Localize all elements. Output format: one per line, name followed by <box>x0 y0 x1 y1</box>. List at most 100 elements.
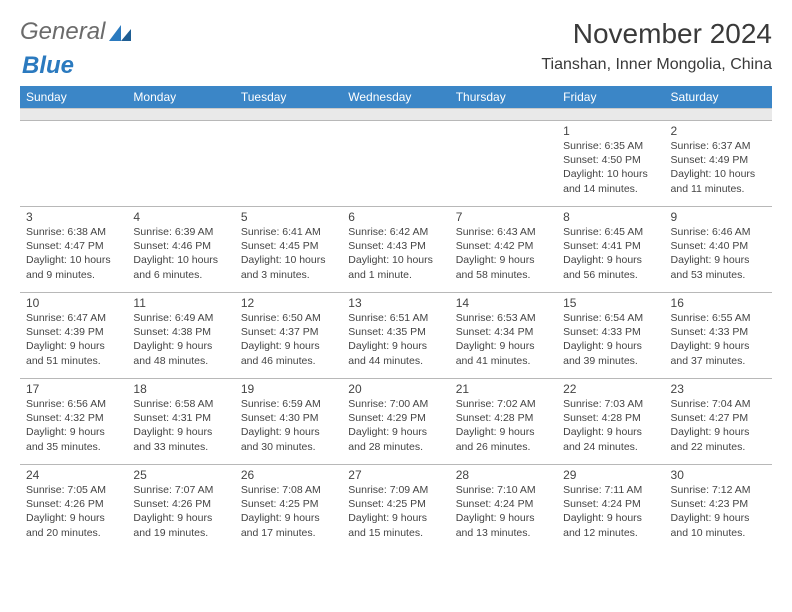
calendar-header-row: Sunday Monday Tuesday Wednesday Thursday… <box>20 86 772 109</box>
calendar-day-cell <box>127 121 234 207</box>
day-daylight: Daylight: 10 hours and 3 minutes. <box>241 253 336 281</box>
calendar-day-cell: 25Sunrise: 7:07 AMSunset: 4:26 PMDayligh… <box>127 465 234 551</box>
day-sunset: Sunset: 4:30 PM <box>241 411 336 425</box>
day-number: 1 <box>563 124 658 138</box>
calendar-day-cell: 26Sunrise: 7:08 AMSunset: 4:25 PMDayligh… <box>235 465 342 551</box>
calendar-day-cell: 11Sunrise: 6:49 AMSunset: 4:38 PMDayligh… <box>127 293 234 379</box>
calendar-week-row: 10Sunrise: 6:47 AMSunset: 4:39 PMDayligh… <box>20 293 772 379</box>
day-number: 29 <box>563 468 658 482</box>
day-header: Monday <box>127 86 234 109</box>
calendar-day-cell: 7Sunrise: 6:43 AMSunset: 4:42 PMDaylight… <box>450 207 557 293</box>
day-sunset: Sunset: 4:28 PM <box>456 411 551 425</box>
day-sunrise: Sunrise: 6:59 AM <box>241 397 336 411</box>
day-sunrise: Sunrise: 6:51 AM <box>348 311 443 325</box>
day-number: 25 <box>133 468 228 482</box>
day-sunset: Sunset: 4:27 PM <box>671 411 766 425</box>
day-info: Sunrise: 7:05 AMSunset: 4:26 PMDaylight:… <box>26 483 121 540</box>
day-info: Sunrise: 7:00 AMSunset: 4:29 PMDaylight:… <box>348 397 443 454</box>
day-daylight: Daylight: 9 hours and 35 minutes. <box>26 425 121 453</box>
day-sunrise: Sunrise: 7:09 AM <box>348 483 443 497</box>
day-daylight: Daylight: 9 hours and 41 minutes. <box>456 339 551 367</box>
day-sunset: Sunset: 4:37 PM <box>241 325 336 339</box>
day-sunset: Sunset: 4:47 PM <box>26 239 121 253</box>
day-daylight: Daylight: 9 hours and 19 minutes. <box>133 511 228 539</box>
day-daylight: Daylight: 9 hours and 10 minutes. <box>671 511 766 539</box>
day-sunrise: Sunrise: 6:42 AM <box>348 225 443 239</box>
day-info: Sunrise: 7:02 AMSunset: 4:28 PMDaylight:… <box>456 397 551 454</box>
calendar-day-cell: 5Sunrise: 6:41 AMSunset: 4:45 PMDaylight… <box>235 207 342 293</box>
day-sunset: Sunset: 4:45 PM <box>241 239 336 253</box>
day-sunrise: Sunrise: 6:39 AM <box>133 225 228 239</box>
day-sunrise: Sunrise: 6:49 AM <box>133 311 228 325</box>
day-number: 24 <box>26 468 121 482</box>
day-sunrise: Sunrise: 6:54 AM <box>563 311 658 325</box>
day-sunset: Sunset: 4:38 PM <box>133 325 228 339</box>
day-info: Sunrise: 7:09 AMSunset: 4:25 PMDaylight:… <box>348 483 443 540</box>
calendar-week-row: 24Sunrise: 7:05 AMSunset: 4:26 PMDayligh… <box>20 465 772 551</box>
day-info: Sunrise: 7:10 AMSunset: 4:24 PMDaylight:… <box>456 483 551 540</box>
day-number: 27 <box>348 468 443 482</box>
calendar-day-cell: 24Sunrise: 7:05 AMSunset: 4:26 PMDayligh… <box>20 465 127 551</box>
brand-part2: Blue <box>22 52 74 79</box>
calendar-day-cell: 18Sunrise: 6:58 AMSunset: 4:31 PMDayligh… <box>127 379 234 465</box>
day-daylight: Daylight: 9 hours and 26 minutes. <box>456 425 551 453</box>
day-number: 2 <box>671 124 766 138</box>
day-info: Sunrise: 6:51 AMSunset: 4:35 PMDaylight:… <box>348 311 443 368</box>
day-sunrise: Sunrise: 7:11 AM <box>563 483 658 497</box>
calendar-day-cell: 8Sunrise: 6:45 AMSunset: 4:41 PMDaylight… <box>557 207 664 293</box>
day-number: 28 <box>456 468 551 482</box>
calendar-day-cell: 22Sunrise: 7:03 AMSunset: 4:28 PMDayligh… <box>557 379 664 465</box>
day-sunset: Sunset: 4:24 PM <box>456 497 551 511</box>
day-number: 21 <box>456 382 551 396</box>
day-daylight: Daylight: 9 hours and 20 minutes. <box>26 511 121 539</box>
day-info: Sunrise: 7:08 AMSunset: 4:25 PMDaylight:… <box>241 483 336 540</box>
day-sunset: Sunset: 4:28 PM <box>563 411 658 425</box>
day-sunrise: Sunrise: 6:37 AM <box>671 139 766 153</box>
day-daylight: Daylight: 9 hours and 46 minutes. <box>241 339 336 367</box>
day-header: Thursday <box>450 86 557 109</box>
day-daylight: Daylight: 9 hours and 48 minutes. <box>133 339 228 367</box>
calendar-day-cell: 15Sunrise: 6:54 AMSunset: 4:33 PMDayligh… <box>557 293 664 379</box>
day-info: Sunrise: 6:42 AMSunset: 4:43 PMDaylight:… <box>348 225 443 282</box>
day-sunset: Sunset: 4:41 PM <box>563 239 658 253</box>
day-sunrise: Sunrise: 6:43 AM <box>456 225 551 239</box>
calendar-day-cell: 29Sunrise: 7:11 AMSunset: 4:24 PMDayligh… <box>557 465 664 551</box>
day-number: 26 <box>241 468 336 482</box>
day-sunset: Sunset: 4:33 PM <box>671 325 766 339</box>
calendar-day-cell: 3Sunrise: 6:38 AMSunset: 4:47 PMDaylight… <box>20 207 127 293</box>
calendar-day-cell: 2Sunrise: 6:37 AMSunset: 4:49 PMDaylight… <box>665 121 772 207</box>
month-title: November 2024 <box>541 18 772 50</box>
day-sunrise: Sunrise: 7:07 AM <box>133 483 228 497</box>
calendar-body: 1Sunrise: 6:35 AMSunset: 4:50 PMDaylight… <box>20 109 772 551</box>
day-header: Wednesday <box>342 86 449 109</box>
brand-mark-icon <box>109 23 131 41</box>
day-info: Sunrise: 6:43 AMSunset: 4:42 PMDaylight:… <box>456 225 551 282</box>
day-number: 22 <box>563 382 658 396</box>
day-sunset: Sunset: 4:23 PM <box>671 497 766 511</box>
calendar-day-cell: 28Sunrise: 7:10 AMSunset: 4:24 PMDayligh… <box>450 465 557 551</box>
day-sunrise: Sunrise: 6:58 AM <box>133 397 228 411</box>
calendar-day-cell: 6Sunrise: 6:42 AMSunset: 4:43 PMDaylight… <box>342 207 449 293</box>
day-info: Sunrise: 6:45 AMSunset: 4:41 PMDaylight:… <box>563 225 658 282</box>
day-daylight: Daylight: 10 hours and 6 minutes. <box>133 253 228 281</box>
day-sunset: Sunset: 4:42 PM <box>456 239 551 253</box>
day-info: Sunrise: 6:53 AMSunset: 4:34 PMDaylight:… <box>456 311 551 368</box>
day-sunrise: Sunrise: 7:02 AM <box>456 397 551 411</box>
day-daylight: Daylight: 9 hours and 37 minutes. <box>671 339 766 367</box>
calendar-day-cell: 19Sunrise: 6:59 AMSunset: 4:30 PMDayligh… <box>235 379 342 465</box>
day-daylight: Daylight: 9 hours and 30 minutes. <box>241 425 336 453</box>
calendar-day-cell: 14Sunrise: 6:53 AMSunset: 4:34 PMDayligh… <box>450 293 557 379</box>
day-number: 12 <box>241 296 336 310</box>
day-sunrise: Sunrise: 6:56 AM <box>26 397 121 411</box>
day-daylight: Daylight: 9 hours and 39 minutes. <box>563 339 658 367</box>
day-header: Tuesday <box>235 86 342 109</box>
day-number: 10 <box>26 296 121 310</box>
day-sunset: Sunset: 4:35 PM <box>348 325 443 339</box>
day-info: Sunrise: 6:55 AMSunset: 4:33 PMDaylight:… <box>671 311 766 368</box>
day-daylight: Daylight: 9 hours and 33 minutes. <box>133 425 228 453</box>
day-number: 3 <box>26 210 121 224</box>
day-number: 20 <box>348 382 443 396</box>
day-info: Sunrise: 6:50 AMSunset: 4:37 PMDaylight:… <box>241 311 336 368</box>
day-header: Saturday <box>665 86 772 109</box>
day-daylight: Daylight: 9 hours and 12 minutes. <box>563 511 658 539</box>
